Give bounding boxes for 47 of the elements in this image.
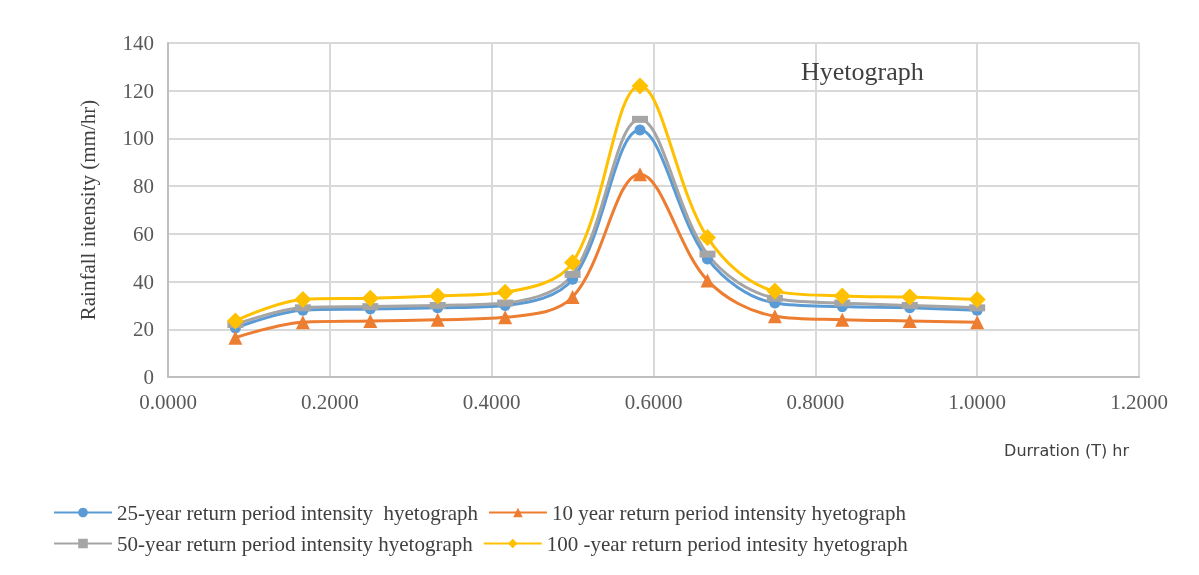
x-tick-label: 1.2000: [1110, 389, 1168, 414]
y-tick-label: 120: [122, 78, 154, 103]
point: [833, 287, 851, 305]
point: [767, 309, 782, 324]
x-tick-label: 1.0000: [948, 389, 1007, 414]
point: [634, 124, 646, 136]
point: [631, 77, 649, 95]
x-tick-label: 0.2000: [300, 389, 359, 414]
point: [430, 312, 445, 327]
point: [361, 289, 379, 307]
legend-label: 50-year return period intensity hyetograph: [117, 531, 474, 556]
point: [496, 283, 514, 301]
legend-label: 25-year return period intensity hyetograph: [117, 500, 479, 525]
y-tick-label: 40: [133, 269, 154, 294]
y-tick-label: 80: [133, 174, 154, 199]
x-tick-label: 0.4000: [462, 389, 521, 414]
y-tick-label: 60: [133, 221, 154, 246]
point: [429, 287, 447, 305]
x-tick-label: 0.8000: [786, 389, 845, 414]
point: [698, 228, 716, 246]
point: [565, 290, 580, 305]
x-tick-label: 0.6000: [624, 389, 683, 414]
point: [295, 315, 310, 330]
y-tick-label: 0: [143, 365, 154, 389]
point: [363, 313, 378, 328]
point: [902, 313, 917, 328]
y-axis-title: Rainfall intensity (mm/hr): [75, 99, 100, 321]
point: [766, 282, 784, 300]
x-axis-title: Durration (T) hr: [1004, 440, 1130, 460]
point: [564, 253, 582, 271]
point: [294, 290, 312, 308]
text: Hyetograph: [801, 56, 924, 86]
x-tick-label: 0.0000: [139, 389, 197, 414]
y-tick-label: 20: [133, 317, 154, 342]
point: [835, 312, 850, 327]
point: [632, 167, 647, 182]
point: [228, 330, 243, 345]
point: [700, 273, 715, 288]
point: [498, 310, 513, 325]
point: [901, 288, 919, 306]
y-tick-label: 140: [122, 31, 154, 55]
legend-label: 100 -year return period intesity hyetograph: [546, 531, 909, 556]
legend-label: 10 year return period intensity hyetograph: [551, 500, 907, 525]
point: [226, 312, 244, 330]
y-tick-label: 100: [122, 126, 154, 151]
point: [968, 290, 986, 308]
point: [970, 315, 985, 330]
